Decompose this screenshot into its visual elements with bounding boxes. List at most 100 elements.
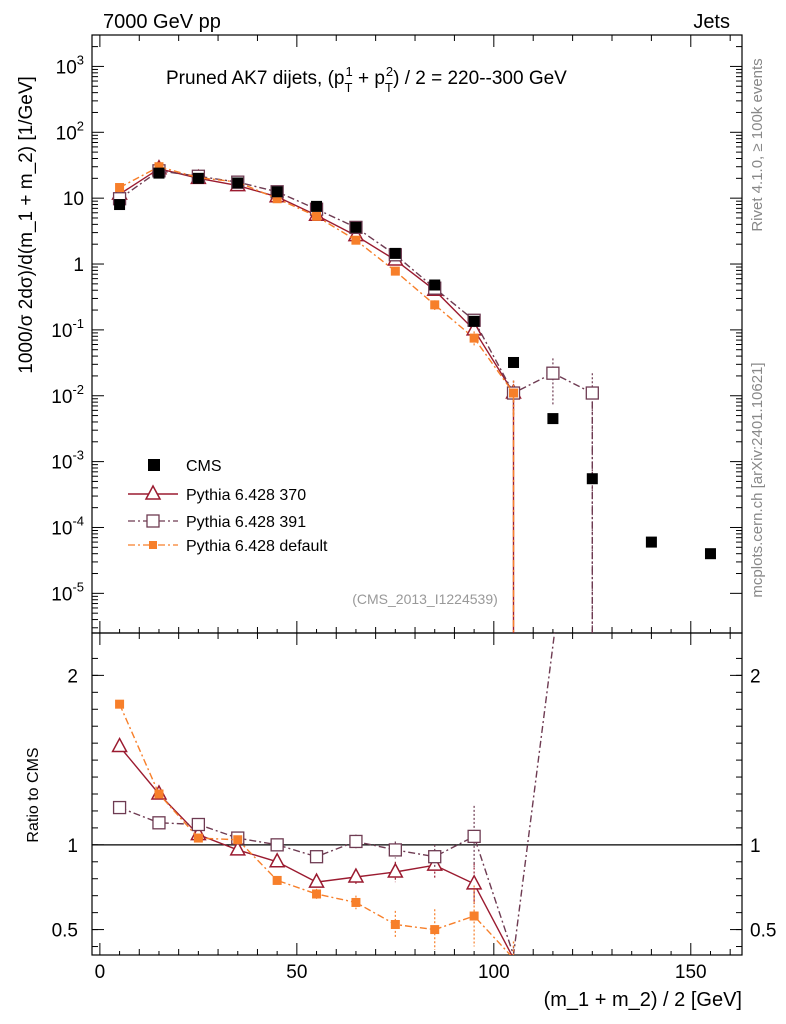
main-point — [351, 235, 361, 245]
ratio-point — [465, 874, 483, 890]
header-left: 7000 GeV pp — [103, 11, 221, 33]
legend-391-label: Pythia 6.428 391 — [186, 514, 306, 531]
ratio-point — [272, 875, 282, 885]
ratio-axes: 0 50 100 150 0.5 0.5 1 1 2 2 — [52, 657, 776, 983]
ratio-point — [390, 919, 400, 929]
main-cms-point — [271, 186, 283, 198]
analysis-label: (CMS_2013_I1224539) — [352, 591, 498, 607]
ratio-point — [469, 911, 479, 921]
main-cms-point — [645, 536, 657, 548]
main-title: Pruned AK7 dijets, (pT1 + pT2) / 2 = 220… — [166, 64, 567, 95]
main-point — [115, 183, 125, 193]
ratio-point — [351, 897, 361, 907]
title-sub2: T — [385, 80, 393, 95]
ratio-point — [152, 816, 166, 830]
ratio-point — [426, 855, 443, 871]
main-ytick-label: 1 — [73, 255, 84, 276]
ratio-point — [309, 850, 324, 864]
ratio-series — [111, 633, 556, 955]
legend-cms-marker — [148, 459, 160, 471]
title-main: Pruned AK7 dijets, (p — [166, 68, 345, 89]
xlabel: (m_1 + m_2) / 2 [GeV] — [544, 989, 742, 1011]
ratio-ylabel: Ratio to CMS — [25, 747, 42, 842]
ratio-ytick-label: 0.5 — [52, 921, 78, 942]
main-ytick-label: 10-1 — [51, 316, 84, 342]
main-point — [509, 388, 519, 398]
ratio-xtick-label: 0 — [95, 962, 106, 983]
rivet-label: Rivet 4.1.0, ≥ 100k events — [749, 58, 766, 231]
ratio-point — [229, 840, 247, 856]
main-series-line — [119, 165, 515, 633]
main-cms-point — [311, 200, 323, 212]
ratio-ytick-label-right: 1 — [750, 836, 761, 857]
ratio-point — [387, 862, 404, 878]
legend-370-marker — [144, 484, 162, 500]
main-series — [111, 159, 716, 633]
ratio-point — [154, 789, 164, 799]
title-sub1: T — [345, 80, 353, 95]
ratio-point — [308, 872, 325, 888]
ratio-point — [270, 838, 284, 852]
legend-391-marker — [146, 514, 160, 528]
main-ytick-label: 102 — [56, 118, 84, 144]
main-cms-point — [114, 199, 126, 211]
main-cms-point — [350, 221, 362, 233]
ratio-series-line — [118, 703, 512, 955]
title-sup1: 1 — [345, 64, 352, 79]
ratio-point — [347, 867, 365, 883]
ratio-point — [349, 834, 363, 849]
ratio-ytick-label: 1 — [67, 836, 78, 857]
ratio-point — [428, 850, 442, 864]
title-tail: ) / 2 = 220--300 GeV — [393, 68, 567, 89]
ratio-xtick-label: 50 — [286, 962, 307, 983]
ratio-point — [115, 699, 125, 709]
main-ylabel: 1000/σ 2dσ)/d(m_1 + m_2) [1/GeV] — [16, 76, 37, 374]
ratio-point — [233, 835, 243, 845]
header-right: Jets — [693, 11, 730, 33]
ratio-series-line — [119, 633, 556, 955]
title-sup2: 2 — [386, 64, 393, 79]
main-cms-point — [389, 247, 401, 259]
legend: CMS Pythia 6.428 370 Pythia 6.428 391 Py… — [128, 458, 328, 555]
ratio-ytick-label-right: 2 — [750, 666, 761, 687]
main-point — [390, 266, 400, 276]
svg-text:Pruned AK7 dijets, (pT1 + pT2): Pruned AK7 dijets, (pT1 + pT2) / 2 = 220… — [166, 64, 567, 95]
ratio-point — [111, 736, 128, 753]
ratio-panel-frame — [91, 632, 743, 956]
legend-cms-label: CMS — [186, 458, 222, 475]
main-point — [430, 300, 440, 310]
legend-default-label: Pythia 6.428 default — [186, 538, 328, 555]
legend-default-marker — [149, 541, 157, 549]
main-cms-point — [704, 548, 716, 560]
main-ytick-label: 10-3 — [51, 448, 84, 474]
main-point — [312, 211, 322, 221]
main-cms-point — [468, 315, 480, 327]
ratio-ytick-label-right: 0.5 — [750, 921, 776, 942]
ratio-point — [388, 843, 402, 857]
main-ytick-label: 10-4 — [51, 513, 84, 539]
main-ytick-label: 103 — [56, 52, 84, 78]
main-cms-point — [586, 473, 598, 485]
main-ytick-label: 10-5 — [51, 579, 84, 605]
ratio-point — [191, 817, 206, 832]
title-mid: + p — [353, 68, 385, 89]
main-cms-point — [192, 172, 204, 184]
main-point — [546, 366, 560, 380]
legend-370-label: Pythia 6.428 370 — [186, 487, 306, 504]
main-point — [154, 162, 164, 172]
ratio-point — [193, 833, 203, 843]
ratio-point — [430, 925, 440, 935]
main-cms-point — [232, 177, 244, 189]
ratio-point — [312, 889, 322, 899]
main-axes: 10-5 10-4 10-3 10-2 10-1 1 10 102 103 — [51, 35, 742, 955]
main-point — [585, 386, 599, 400]
main-ytick-label: 10-2 — [51, 382, 84, 408]
main-cms-point — [429, 279, 441, 291]
ratio-xtick-label: 150 — [675, 962, 707, 983]
main-point — [469, 333, 479, 343]
main-point — [272, 194, 282, 204]
ratio-xtick-label: 100 — [478, 962, 510, 983]
main-cms-point — [153, 167, 165, 179]
mcplots-label: mcplots.cern.ch [arXiv:2401.10621] — [749, 362, 766, 597]
